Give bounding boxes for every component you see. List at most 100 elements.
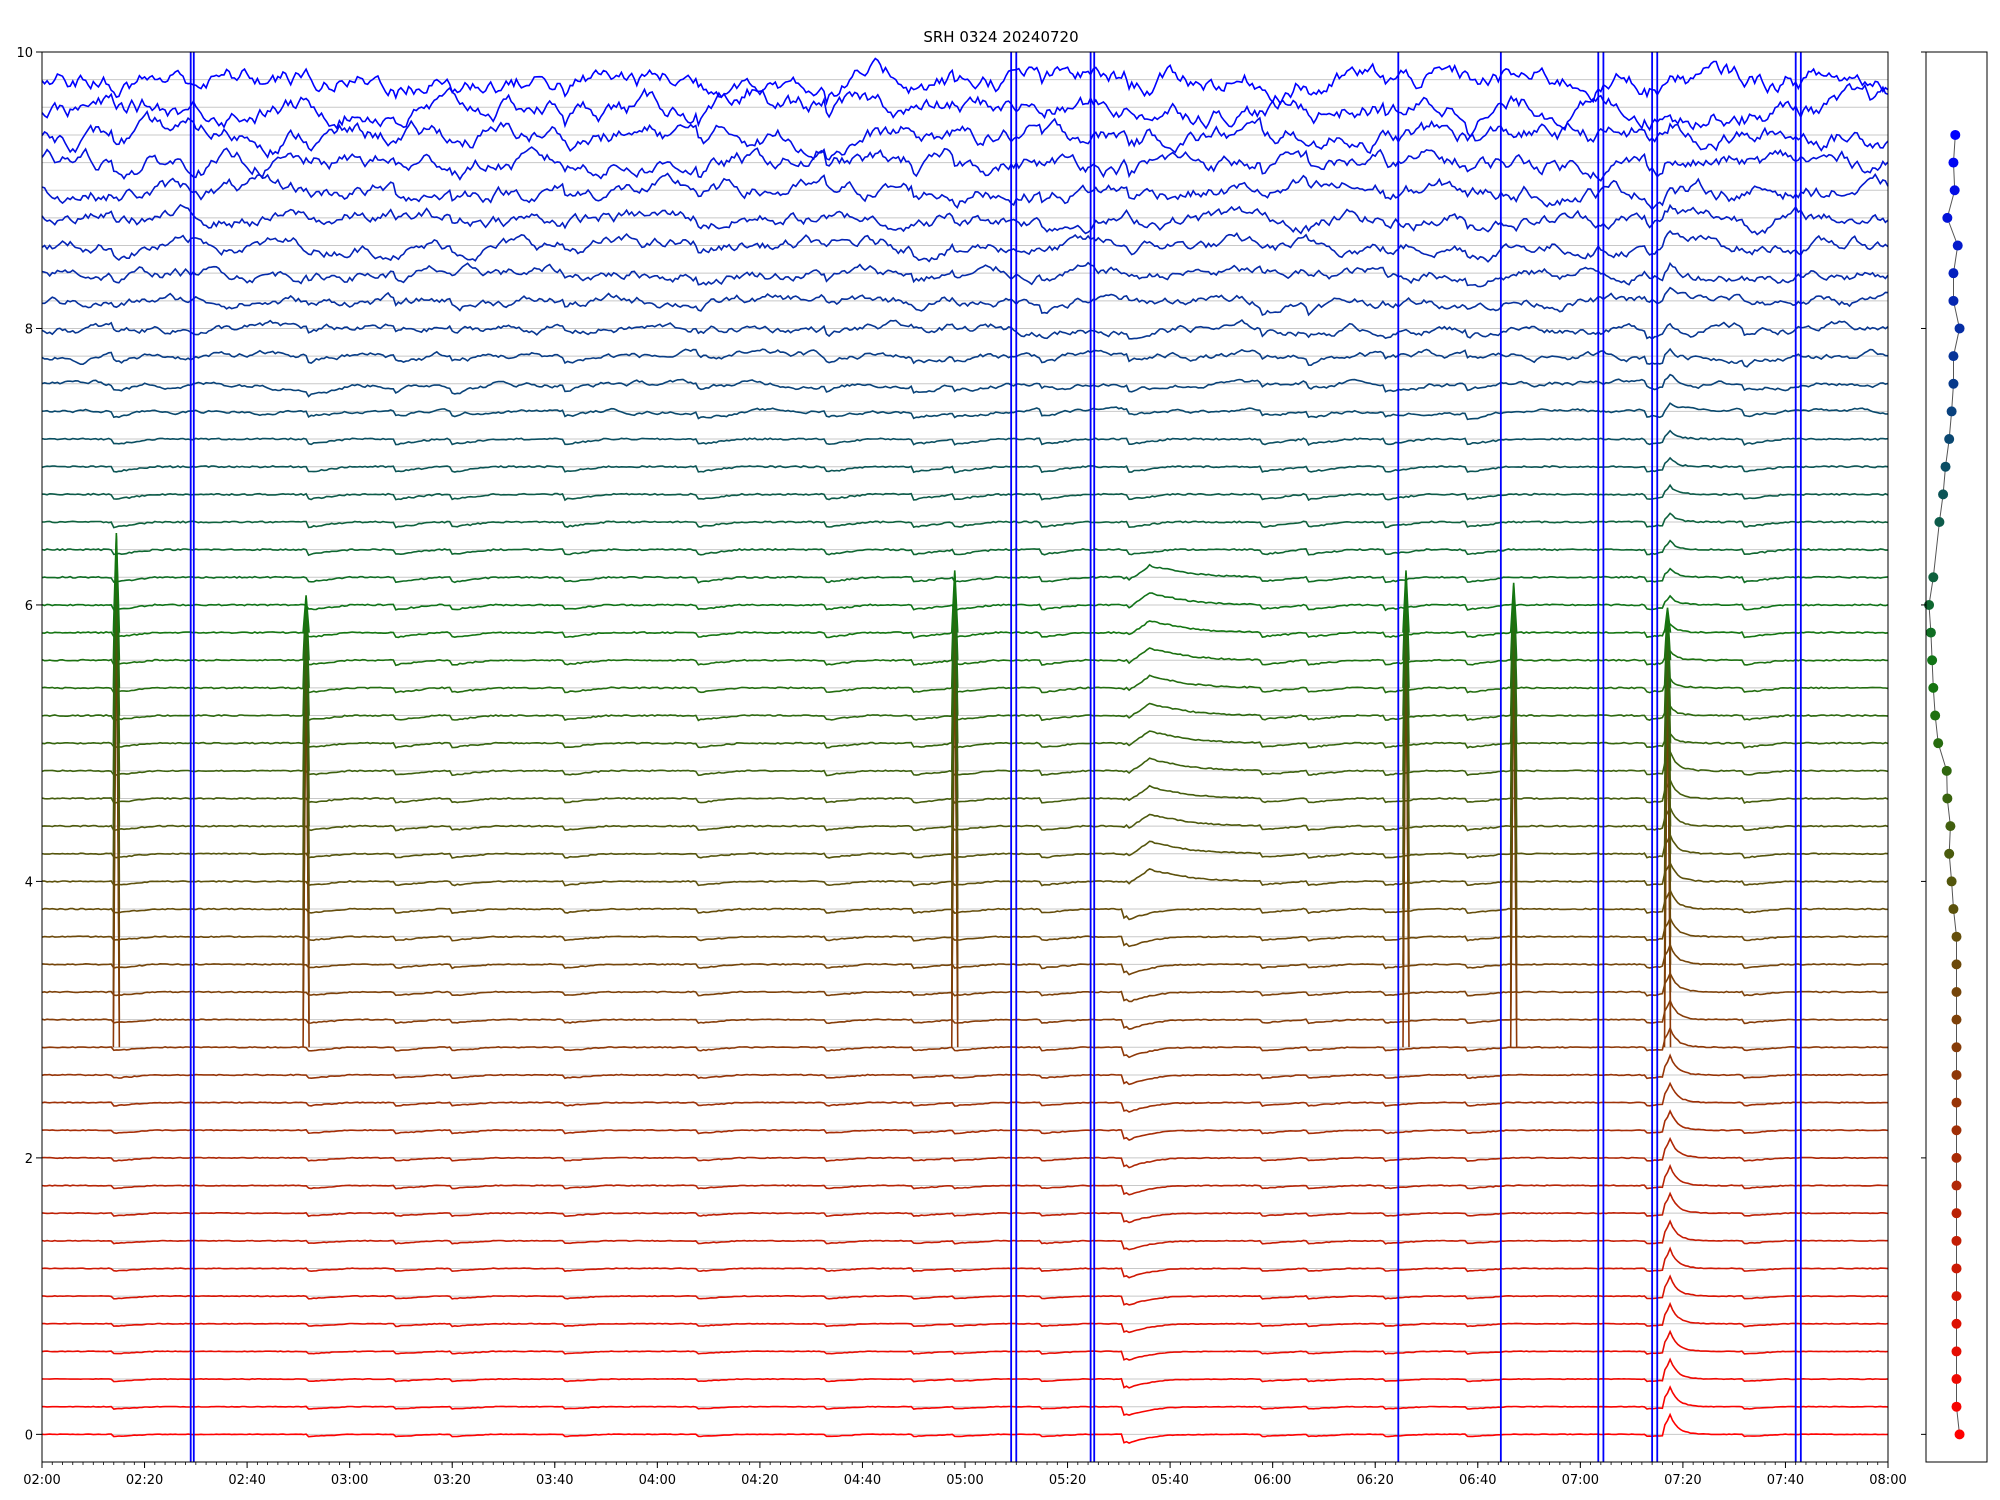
side-point: [1951, 1152, 1962, 1163]
trace-line: [41, 347, 1889, 368]
trace-line: [41, 1412, 1889, 1444]
trace-line: [41, 942, 1889, 976]
side-point: [1946, 406, 1957, 417]
trace-line: [41, 971, 1889, 1003]
side-point: [1946, 876, 1957, 887]
x-tick-label: 03:40: [536, 1473, 573, 1488]
side-point: [1950, 129, 1961, 140]
x-tick-label: 03:00: [331, 1473, 368, 1488]
side-point: [1942, 793, 1953, 804]
side-plot-panel: [1921, 51, 1988, 1463]
trace-line: [41, 261, 1889, 288]
trace-line: [41, 563, 1889, 584]
x-tick-label: 02:20: [126, 1473, 163, 1488]
trace-line: [41, 730, 1889, 749]
side-point: [1949, 185, 1960, 196]
x-tick-label: 05:40: [1151, 1473, 1188, 1488]
side-point: [1928, 572, 1939, 583]
side-point: [1948, 378, 1959, 389]
side-point: [1952, 240, 1963, 251]
side-point: [1940, 461, 1951, 472]
y-tick-label: 10: [16, 46, 33, 61]
y-tick-label: 4: [25, 875, 33, 890]
trace-line: [41, 1081, 1889, 1113]
side-point: [1951, 987, 1962, 997]
x-tick-label: 04:00: [639, 1473, 676, 1488]
side-point: [1951, 1069, 1962, 1080]
side-scatter-points: [1924, 129, 1965, 1440]
trace-line: [41, 77, 1889, 138]
side-point: [1951, 1042, 1962, 1053]
side-point: [1938, 489, 1949, 500]
x-axis-ticks: 02:00 02:20 02:40 03:00 03:20 03:40 04:00 04:20…: [23, 1462, 1907, 1488]
side-point: [1944, 434, 1955, 445]
side-point: [1951, 1263, 1962, 1274]
trace-line: [41, 998, 1889, 1030]
trace-line: [41, 777, 1889, 805]
side-axis-ticks: [1921, 51, 1926, 1435]
side-point: [1924, 599, 1935, 610]
trace-line: [41, 861, 1889, 887]
side-point: [1948, 268, 1959, 279]
side-plot-frame: [1925, 51, 1988, 1463]
trace-line: [41, 1329, 1889, 1361]
trace-line: [41, 1246, 1889, 1279]
trace-line: [41, 1109, 1889, 1142]
trace-line: [41, 749, 1889, 777]
trace-line: [41, 319, 1889, 340]
trace-line: [41, 1163, 1889, 1196]
x-tick-label: 06:40: [1459, 1473, 1496, 1488]
side-point: [1951, 959, 1962, 970]
side-point: [1927, 655, 1938, 666]
x-tick-label: 04:20: [741, 1473, 778, 1488]
spike-mark: [112, 533, 121, 633]
side-point: [1951, 1235, 1962, 1246]
trace-line: [41, 57, 1889, 107]
side-point: [1948, 295, 1959, 306]
side-point: [1948, 904, 1959, 915]
y-tick-label: 6: [25, 599, 33, 614]
trace-line: [41, 592, 1889, 612]
trace-line: [41, 402, 1889, 421]
side-point: [1951, 1014, 1962, 1025]
chart-title: SRH 0324 20240720: [923, 28, 1078, 46]
trace-line: [41, 1026, 1888, 1059]
trace-line: [41, 1385, 1889, 1417]
y-tick-label: 8: [25, 322, 33, 337]
trace-line: [41, 109, 1889, 161]
side-point: [1951, 1125, 1962, 1136]
trace-line: [41, 1219, 1888, 1251]
side-point: [1951, 1180, 1962, 1191]
side-point: [1954, 323, 1965, 334]
y-tick-label: 2: [25, 1152, 33, 1167]
x-tick-label: 07:20: [1664, 1473, 1701, 1488]
trace-line: [41, 1357, 1889, 1389]
trace-line: [41, 620, 1889, 639]
spike-mark: [1402, 570, 1410, 633]
side-point: [1933, 738, 1944, 749]
x-tick-label: 05:20: [1049, 1473, 1086, 1488]
trace-line: [41, 229, 1889, 263]
x-tick-label: 04:40: [844, 1473, 881, 1488]
trace-line: [41, 832, 1889, 859]
side-point: [1951, 1318, 1962, 1329]
trace-line: [41, 1136, 1889, 1169]
side-point: [1925, 627, 1936, 638]
trace-line: [41, 805, 1889, 832]
x-tick-label: 07:40: [1767, 1473, 1804, 1488]
trace-line: [41, 647, 1889, 667]
side-point: [1951, 1291, 1962, 1302]
x-tick-label: 02:00: [23, 1473, 60, 1488]
x-tick-label: 05:00: [946, 1473, 983, 1488]
x-tick-label: 02:40: [228, 1473, 265, 1488]
side-point: [1954, 1429, 1965, 1440]
side-point: [1951, 1374, 1962, 1385]
side-point: [1944, 848, 1955, 859]
trace-line: [41, 888, 1888, 921]
spike-mark: [950, 570, 959, 633]
spike-mark: [302, 595, 310, 633]
side-point: [1951, 1208, 1962, 1219]
x-tick-label: 03:20: [433, 1473, 470, 1488]
